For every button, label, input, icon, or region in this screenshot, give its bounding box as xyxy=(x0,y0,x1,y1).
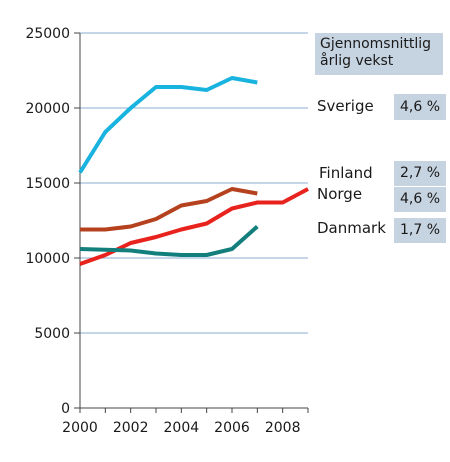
legend-growth-finland: 2,7 % xyxy=(394,161,446,186)
legend-growth-norge: 4,6 % xyxy=(394,187,446,212)
xtick-label-2000: 2000 xyxy=(62,420,98,436)
ytick-label-20000: 20000 xyxy=(25,101,70,117)
series-lines xyxy=(78,76,309,266)
ytick-label-10000: 10000 xyxy=(25,251,70,267)
legend-growth-sverige: 4,6 % xyxy=(394,94,446,120)
xtick-label-2002: 2002 xyxy=(113,420,149,436)
ytick-label-0: 0 xyxy=(61,401,70,417)
series-line-finland xyxy=(80,187,258,232)
series-line-danmark xyxy=(79,225,259,257)
legend-growth-danmark: 1,7 % xyxy=(394,218,446,243)
legend-name-finland: Finland xyxy=(319,164,373,182)
series-line-sverige xyxy=(78,76,258,174)
legend-name-sverige: Sverige xyxy=(317,97,374,115)
tick-labels: 0 5000 10000 15000 20000 25000 2000 2002 2004 200… xyxy=(25,26,300,436)
ytick-label-5000: 5000 xyxy=(34,326,70,342)
gridlines xyxy=(80,32,308,334)
legend-title: Gjennomsnittlig årlig vekst xyxy=(315,33,443,75)
legend-name-danmark: Danmark xyxy=(317,219,386,237)
ytick-label-25000: 25000 xyxy=(25,26,70,42)
xtick-label-2004: 2004 xyxy=(164,420,200,436)
xtick-label-2008: 2008 xyxy=(265,420,301,436)
legend-name-norge: Norge xyxy=(317,185,363,203)
ytick-label-15000: 15000 xyxy=(25,176,70,192)
axes xyxy=(74,32,309,413)
xtick-label-2006: 2006 xyxy=(214,420,250,436)
